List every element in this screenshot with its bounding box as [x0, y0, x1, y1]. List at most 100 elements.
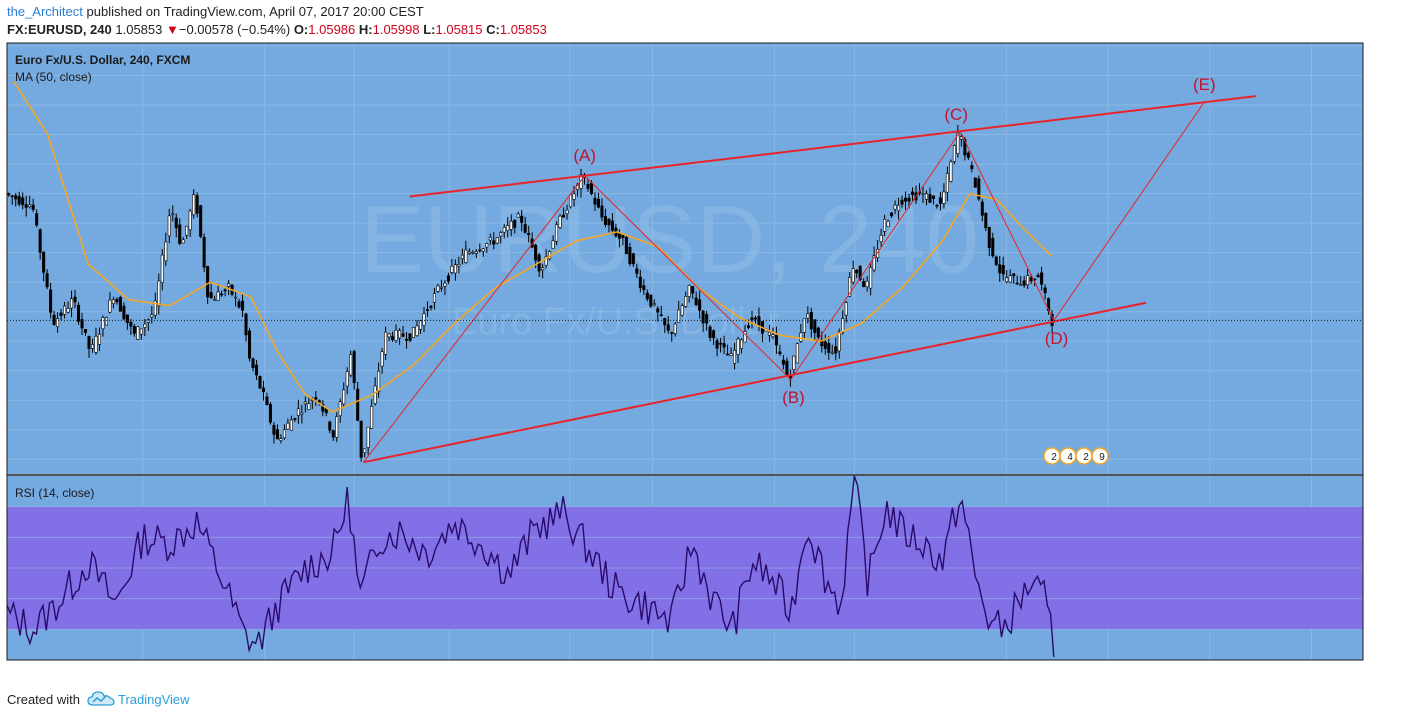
candle — [77, 302, 81, 325]
bull-candle-body — [830, 351, 834, 354]
bear-candle-body — [275, 429, 279, 440]
bull-candle-body — [865, 280, 869, 288]
bear-candle-body — [35, 213, 39, 226]
candle — [771, 327, 775, 340]
candle — [38, 228, 42, 260]
tradingview-brand[interactable]: TradingView — [118, 692, 190, 707]
event-badge-count: 4 — [1067, 452, 1073, 463]
bear-candle-body — [862, 281, 866, 287]
candle — [1022, 276, 1026, 288]
candlestick-series — [7, 124, 1054, 462]
event-badge-count: 9 — [1099, 452, 1105, 463]
bull-candle-body — [282, 429, 286, 439]
bull-candle-body — [143, 323, 147, 328]
bear-candle-body — [722, 343, 726, 348]
open-value: 1.05986 — [308, 22, 356, 37]
candle — [1019, 275, 1023, 286]
chart-area[interactable]: EURUSD, 240 Euro Fx/U.S. Dollar (A) (B) (C) (… — [0, 42, 1421, 686]
bull-candle-body — [869, 267, 873, 289]
high-label: H: — [358, 22, 373, 37]
bear-candle-body — [603, 216, 607, 225]
candle — [904, 191, 908, 210]
candle — [342, 382, 346, 407]
bull-candle-body — [307, 403, 311, 410]
candle — [778, 344, 782, 356]
bull-candle-body — [883, 219, 887, 232]
candle — [460, 248, 464, 265]
bear-candle-body — [14, 195, 18, 200]
bear-candle-body — [73, 296, 77, 303]
bull-candle-body — [108, 299, 112, 313]
candle — [844, 300, 848, 323]
candle — [701, 310, 705, 332]
candle — [1015, 275, 1019, 285]
bear-candle-body — [628, 247, 632, 264]
bull-candle-body — [56, 318, 60, 327]
author-link[interactable]: the_Architect — [7, 4, 83, 19]
rsi-line — [6, 475, 1055, 657]
bull-candle-body — [544, 256, 548, 266]
bear-candle-body — [977, 178, 981, 200]
candle — [363, 448, 367, 458]
candle — [872, 246, 876, 273]
candle — [977, 175, 981, 202]
watermark-description: Euro Fx/U.S. Dollar — [452, 301, 780, 343]
candle — [942, 183, 946, 209]
candle — [1026, 268, 1030, 289]
bear-candle-body — [617, 233, 621, 239]
candle — [118, 295, 122, 312]
bull-candle-body — [551, 240, 555, 249]
bear-candle-body — [753, 317, 758, 320]
candle — [101, 315, 105, 337]
bear-candle-body — [24, 204, 28, 208]
candle — [485, 242, 489, 253]
bear-candle-body — [746, 325, 751, 328]
candle — [928, 187, 932, 203]
candle — [195, 192, 199, 218]
chart-header: the_Architect published on TradingView.c… — [0, 0, 1421, 42]
bull-candle-body — [684, 296, 688, 307]
rsi-legend: RSI (14, close) — [15, 486, 94, 500]
bull-candle-body — [415, 325, 419, 336]
candle — [506, 217, 510, 238]
price-pane[interactable]: EURUSD, 240 Euro Fx/U.S. Dollar (A) (B) (C) (… — [6, 43, 1363, 474]
bear-candle-body — [359, 420, 363, 458]
bull-candle-body — [192, 194, 196, 216]
bear-candle-body — [38, 229, 42, 253]
bear-candle-body — [984, 212, 988, 229]
candle — [670, 331, 674, 342]
candle — [171, 205, 175, 222]
bear-candle-body — [649, 294, 653, 307]
bull-candle-body — [799, 332, 803, 342]
event-badge[interactable] — [1091, 447, 1109, 465]
candle — [418, 319, 423, 334]
candle — [945, 166, 949, 202]
candle — [429, 304, 433, 311]
bear-candle-body — [589, 182, 594, 195]
candle — [785, 357, 789, 376]
bear-candle-body — [910, 191, 915, 195]
upper-channel-line[interactable] — [409, 95, 1256, 198]
rsi-pane[interactable]: RSI (14, close) — [6, 475, 1363, 660]
candle — [439, 279, 443, 292]
bull-candle-body — [373, 385, 377, 404]
candle — [31, 198, 35, 213]
bull-candle-body — [802, 318, 806, 333]
bull-candle-body — [213, 299, 217, 301]
bull-candle-body — [160, 254, 164, 283]
lower-channel-line[interactable] — [363, 301, 1147, 464]
bear-candle-body — [1036, 275, 1040, 278]
candle — [652, 299, 656, 307]
candle — [181, 236, 185, 244]
candle — [628, 242, 632, 267]
candle — [645, 289, 649, 302]
watermark-symbol: EURUSD, 240 — [360, 186, 979, 293]
candle — [488, 233, 492, 245]
candle — [1029, 274, 1033, 284]
wave-pattern-line[interactable] — [363, 101, 1205, 463]
candle — [35, 209, 39, 228]
bear-candle-body — [352, 351, 356, 384]
bull-candle-body — [743, 331, 747, 343]
bull-candle-body — [879, 235, 883, 242]
